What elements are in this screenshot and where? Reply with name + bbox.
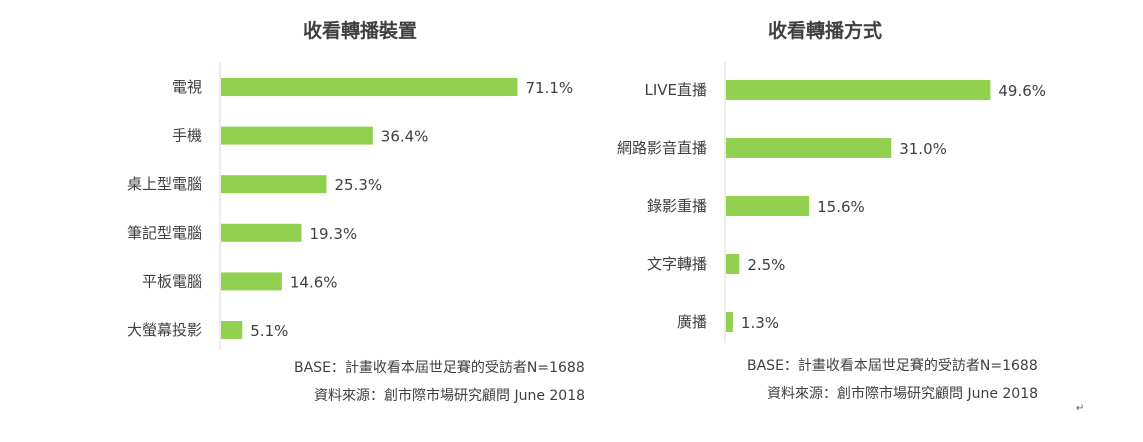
bar <box>726 138 892 158</box>
category-label: 大螢幕投影 <box>127 321 202 339</box>
bar <box>726 254 740 274</box>
footnote-base: BASE：計畫收看本屆世足賽的受訪者N=1688 <box>747 358 1038 374</box>
footnote-source: 資料來源：創市際市場研究顧問 June 2018 <box>314 388 586 404</box>
chart-devices: 收看轉播裝置 電視 71.1% 手機 36.4% 桌上型電腦 25.3% 筆記型電腦 19.3… <box>127 20 586 404</box>
bar <box>726 80 991 100</box>
chart-title: 收看轉播方式 <box>767 20 882 42</box>
category-label: 筆記型電腦 <box>127 224 202 242</box>
data-label: 36.4% <box>381 128 429 146</box>
category-label: 電視 <box>172 78 202 96</box>
bar <box>726 312 733 332</box>
bar <box>726 196 810 216</box>
data-label: 1.3% <box>741 314 779 332</box>
bar <box>221 223 302 242</box>
bar <box>221 175 327 194</box>
category-label: 手機 <box>172 127 202 145</box>
bar <box>221 78 518 96</box>
data-label: 31.0% <box>899 140 947 158</box>
bar <box>221 272 282 291</box>
category-label: 網路影音直播 <box>617 139 707 157</box>
category-label: 錄影重播 <box>647 197 707 215</box>
category-label: 廣播 <box>677 313 707 331</box>
bar <box>221 126 373 145</box>
data-label: 25.3% <box>335 176 383 194</box>
footnote-base: BASE：計畫收看本屆世足賽的受訪者N=1688 <box>294 360 585 376</box>
category-label: 桌上型電腦 <box>127 175 202 193</box>
bar <box>221 321 243 339</box>
paragraph-mark: ↵ <box>1076 403 1085 414</box>
chart-title: 收看轉播裝置 <box>302 20 417 42</box>
data-label: 49.6% <box>998 82 1046 100</box>
data-label: 19.3% <box>309 225 357 243</box>
data-label: 14.6% <box>290 273 338 291</box>
category-label: 平板電腦 <box>142 272 202 290</box>
bar-chart-devices: 電視 71.1% 手機 36.4% 桌上型電腦 25.3% 筆記型電腦 19.3% 平板電腦 14… <box>127 62 573 350</box>
footnote-source: 資料來源：創市際市場研究顧問 June 2018 <box>767 386 1039 402</box>
data-label: 2.5% <box>747 256 785 274</box>
data-label: 5.1% <box>250 322 288 340</box>
category-label: LIVE直播 <box>644 81 707 99</box>
data-label: 15.6% <box>817 198 865 216</box>
category-label: 文字轉播 <box>647 255 707 273</box>
data-label: 71.1% <box>525 79 573 97</box>
